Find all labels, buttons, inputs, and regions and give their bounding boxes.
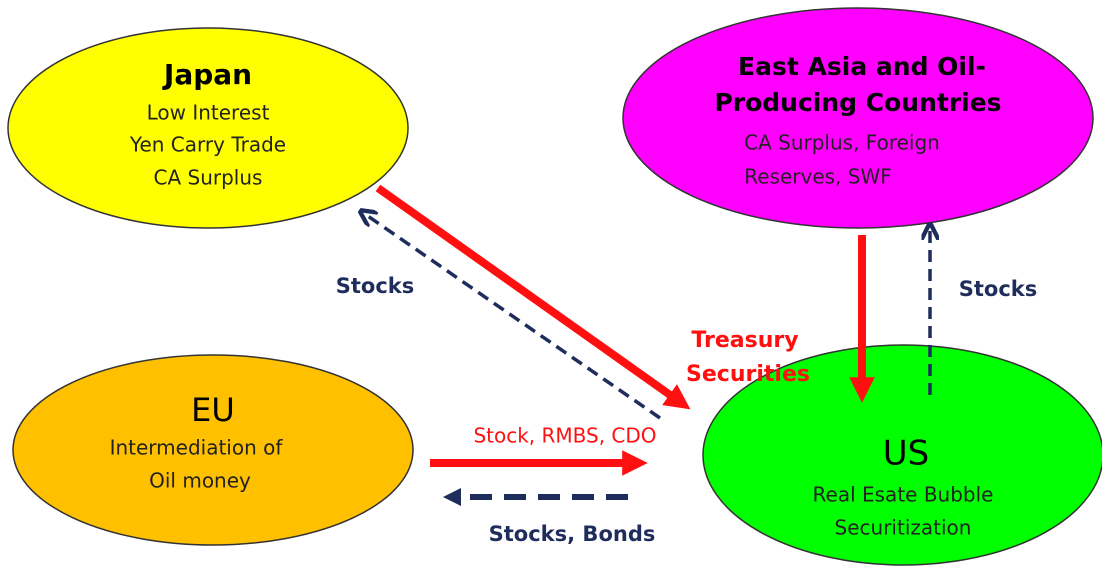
node-title: EU [191, 391, 235, 429]
node-line: Low Interest [147, 101, 270, 125]
node-title: Japan [162, 58, 252, 91]
arrow-japan-us [375, 184, 691, 410]
edge-label: Stock, RMBS, CDO [473, 424, 656, 448]
node-line: CA Surplus [154, 166, 263, 190]
node-line: Oil money [149, 469, 251, 493]
node-title: US [883, 434, 929, 474]
node-line: Reserves, SWF [744, 165, 892, 189]
node-line: Securitization [835, 516, 972, 540]
node-line: Intermediation of [110, 436, 284, 460]
node-title: Producing Countries [714, 88, 1001, 117]
edge-label: Treasury [691, 328, 798, 353]
edge-label: Stocks, Bonds [489, 522, 656, 546]
node-line: Real Esate Bubble [813, 483, 994, 507]
east-asia-node [622, 7, 1094, 229]
edge-label: Stocks [336, 274, 415, 298]
eu-node [12, 354, 414, 546]
arrow-us-japan [362, 212, 661, 420]
node-title: East Asia and Oil- [738, 52, 986, 81]
japan-node [7, 27, 409, 229]
node-line: CA Surplus, Foreign [744, 131, 940, 155]
node-line: Yen Carry Trade [129, 133, 286, 157]
edge-label: Stocks [959, 277, 1038, 301]
us-node [702, 344, 1102, 566]
edge-label: Securities [686, 362, 810, 387]
